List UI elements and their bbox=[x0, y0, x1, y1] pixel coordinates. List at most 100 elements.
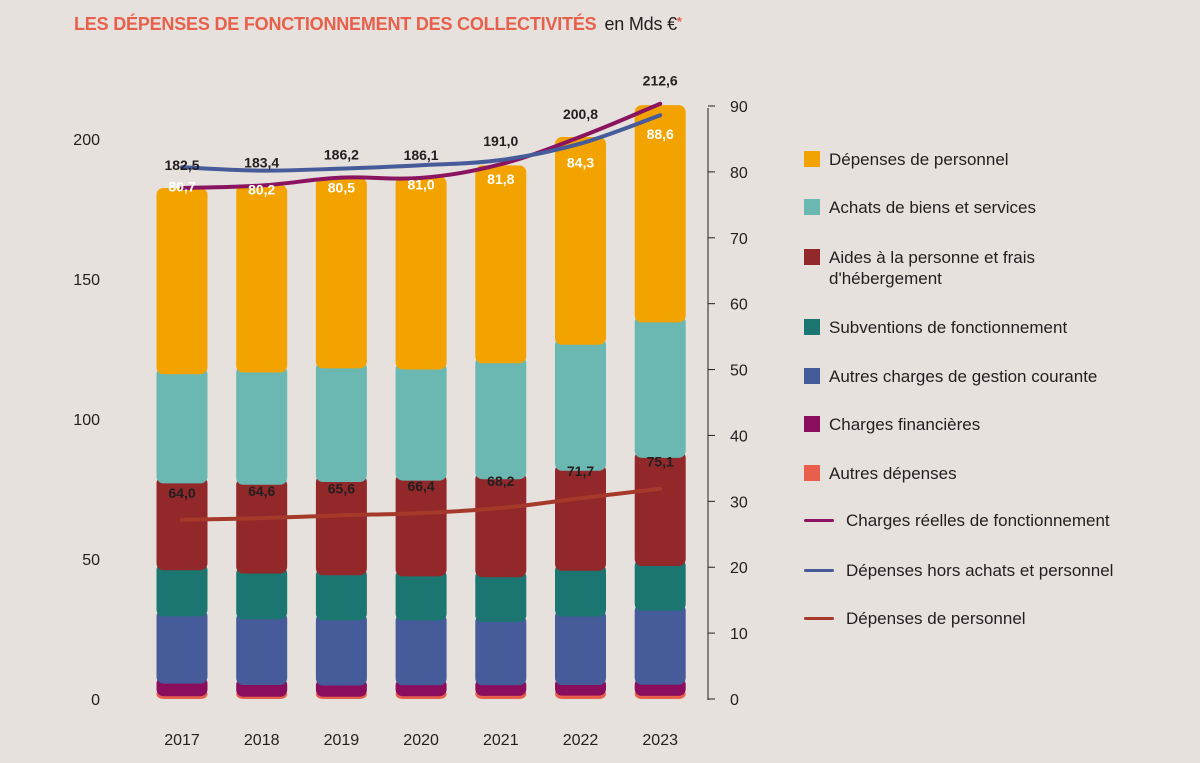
bar-segment bbox=[315, 177, 367, 369]
chart-title-unit: en Mds € bbox=[604, 14, 677, 34]
personnel-value-label: 68,2 bbox=[487, 473, 514, 489]
legend-swatch bbox=[804, 368, 820, 384]
personnel-value-label: 71,7 bbox=[567, 463, 594, 479]
bar-segment bbox=[315, 361, 367, 482]
legend-swatch bbox=[804, 416, 820, 432]
left-axis-tick-label: 0 bbox=[91, 692, 100, 709]
legend-item: Dépenses de personnel bbox=[804, 149, 1009, 170]
left-axis-tick-label: 100 bbox=[73, 412, 100, 429]
legend-label: Subventions de fonctionnement bbox=[829, 318, 1068, 337]
bar-segment bbox=[555, 563, 606, 617]
x-axis-tick-label: 2020 bbox=[403, 732, 439, 749]
personnel-value-label: 64,0 bbox=[168, 485, 195, 501]
hors-achats-value-label: 80,7 bbox=[168, 178, 195, 194]
bar-segment bbox=[634, 450, 686, 566]
bar-segment bbox=[555, 137, 606, 345]
legend-item: Subventions de fonctionnement bbox=[804, 317, 1067, 338]
right-axis-tick-label: 50 bbox=[730, 363, 748, 380]
bar-segment bbox=[315, 475, 367, 576]
right-axis-tick-label: 20 bbox=[730, 560, 748, 577]
bar-segment bbox=[634, 315, 686, 458]
legend-label: Charges financières bbox=[829, 415, 981, 434]
legend-item: Autres charges de gestion courante bbox=[804, 366, 1097, 387]
legend-line-item: Dépenses hors achats et personnel bbox=[804, 560, 1113, 581]
stacked-bar-chart: 0 50 100 150 200 0 10 20 30 40 50 60 70 80 90 2017 2018 2… bbox=[73, 73, 748, 749]
legend-label: Achats de biens et services bbox=[829, 198, 1036, 217]
personnel-value-label: 66,4 bbox=[407, 478, 434, 494]
legend-label: Autres charges de gestion courante bbox=[829, 367, 1098, 386]
right-axis-tick-label: 80 bbox=[730, 165, 748, 182]
legend-label: Aides à la personne et frais d'hébergeme… bbox=[829, 248, 1036, 288]
right-axis-tick-label: 40 bbox=[730, 428, 748, 445]
bar-segment bbox=[555, 337, 606, 471]
bar-segment bbox=[156, 609, 208, 684]
total-value-label: 186,1 bbox=[404, 147, 439, 163]
series-line bbox=[180, 113, 663, 173]
bar-segment bbox=[236, 612, 288, 685]
total-value-label: 182,5 bbox=[164, 157, 199, 173]
legend-line-swatch bbox=[804, 617, 834, 620]
legend-line-swatch bbox=[804, 569, 834, 572]
chart-title: LES DÉPENSES DE FONCTIONNEMENT DES COLLE… bbox=[74, 14, 682, 35]
legend-label: Autres dépenses bbox=[829, 464, 957, 483]
x-axis-tick-label: 2023 bbox=[642, 732, 678, 749]
legend-item: Charges financières bbox=[804, 414, 980, 435]
right-axis-tick-label: 30 bbox=[730, 494, 748, 511]
chart-title-asterisk: * bbox=[676, 14, 682, 29]
chart-title-main: LES DÉPENSES DE FONCTIONNEMENT DES COLLE… bbox=[74, 14, 597, 34]
personnel-value-label: 75,1 bbox=[647, 454, 674, 470]
hors-achats-value-label: 80,2 bbox=[248, 182, 275, 198]
legend-label: Dépenses hors achats et personnel bbox=[846, 561, 1114, 580]
bar-segment bbox=[475, 570, 527, 622]
bar-segment bbox=[315, 613, 367, 686]
total-value-label: 200,8 bbox=[563, 106, 598, 122]
left-axis-tick-label: 200 bbox=[73, 132, 100, 149]
total-value-label: 191,0 bbox=[483, 133, 518, 149]
bar-segment bbox=[555, 609, 606, 685]
bar-segment bbox=[634, 105, 686, 323]
legend-swatch bbox=[804, 151, 820, 167]
bar-segment bbox=[395, 362, 447, 481]
bar-segment bbox=[395, 473, 447, 577]
legend-swatch bbox=[804, 319, 820, 335]
legend-label: Charges réelles de fonctionnement bbox=[846, 511, 1110, 530]
x-axis-tick-label: 2022 bbox=[563, 732, 599, 749]
legend-line-item: Dépenses de personnel bbox=[804, 608, 1026, 629]
bar-segment bbox=[236, 477, 288, 574]
bar-segment bbox=[634, 603, 686, 685]
series-line bbox=[180, 486, 663, 522]
bar-segment bbox=[236, 566, 288, 620]
legend-label: Dépenses de personnel bbox=[846, 609, 1026, 628]
left-axis-tick-label: 50 bbox=[82, 552, 100, 569]
bar-segment bbox=[236, 184, 288, 373]
x-axis-tick-label: 2017 bbox=[164, 732, 200, 749]
bar-segment bbox=[395, 569, 447, 621]
legend-label: Dépenses de personnel bbox=[829, 150, 1009, 169]
legend-swatch bbox=[804, 465, 820, 481]
x-axis-tick-label: 2018 bbox=[244, 732, 280, 749]
personnel-value-label: 64,6 bbox=[248, 483, 275, 499]
bar-segment bbox=[395, 176, 447, 370]
hors-achats-value-label: 80,5 bbox=[328, 180, 355, 196]
legend-line-item: Charges réelles de fonctionnement bbox=[804, 510, 1110, 531]
bar-segment bbox=[156, 476, 208, 571]
x-axis-tick-label: 2021 bbox=[483, 732, 519, 749]
legend-item: Autres dépenses bbox=[804, 463, 957, 484]
right-axis-tick-label: 60 bbox=[730, 297, 748, 314]
legend-item: Achats de biens et services bbox=[804, 197, 1036, 218]
right-axis-tick-label: 70 bbox=[730, 231, 748, 248]
bar-segment bbox=[395, 613, 447, 686]
bar-segment bbox=[634, 559, 686, 611]
legend-line-swatch bbox=[804, 519, 834, 522]
bar-segment bbox=[475, 472, 527, 578]
right-axis-tick-label: 0 bbox=[730, 692, 739, 709]
hors-achats-value-label: 81,0 bbox=[407, 176, 434, 192]
legend-swatch bbox=[804, 199, 820, 215]
right-axis-tick-label: 90 bbox=[730, 99, 748, 116]
hors-achats-value-label: 84,3 bbox=[567, 155, 594, 171]
bar-segment bbox=[156, 563, 208, 617]
bar-segment bbox=[475, 356, 527, 480]
legend-swatch bbox=[804, 249, 820, 265]
total-value-label: 186,2 bbox=[324, 147, 359, 163]
personnel-value-label: 65,6 bbox=[328, 480, 355, 496]
